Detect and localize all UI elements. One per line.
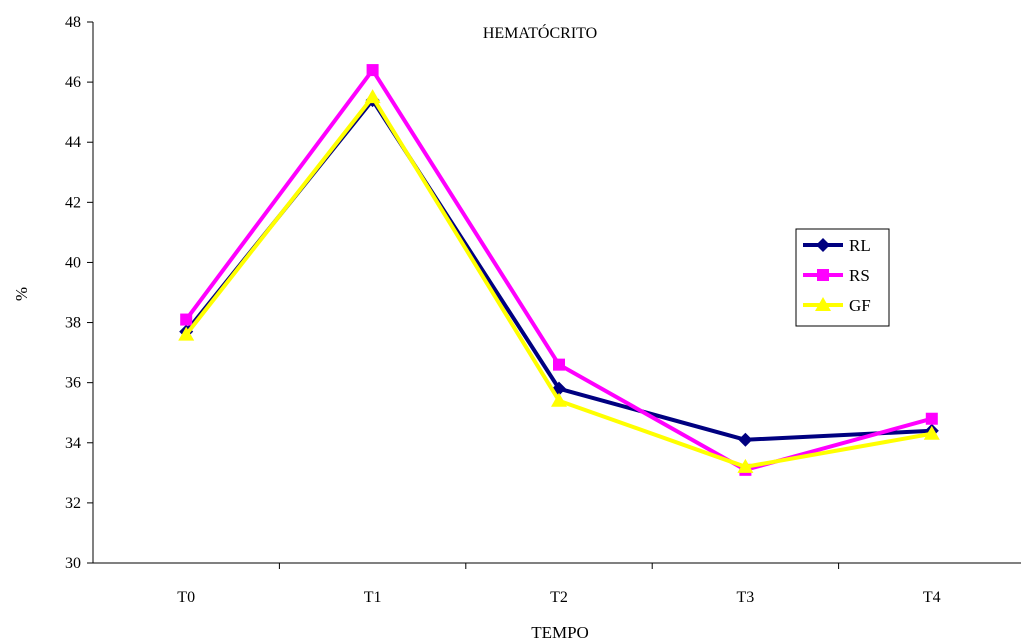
x-tick-label: T2 bbox=[550, 589, 568, 606]
legend-item-rl: RL bbox=[803, 236, 871, 255]
chart-legend: RL RS GF bbox=[795, 228, 890, 327]
series-rs bbox=[180, 64, 938, 476]
data-point-rs bbox=[180, 313, 193, 326]
legend-label-rs: RS bbox=[849, 266, 870, 285]
data-point-rl bbox=[738, 432, 753, 447]
y-tick-label: 48 bbox=[65, 14, 81, 31]
data-point-rs bbox=[366, 64, 379, 77]
y-tick-label: 34 bbox=[65, 435, 81, 452]
legend-label-gf: GF bbox=[849, 296, 871, 315]
legend-item-rs: RS bbox=[803, 266, 870, 285]
x-axis-ticks: T0 T1 T2 T3 T4 bbox=[177, 563, 941, 606]
y-axis-ticks: 30 32 34 36 38 40 42 44 46 48 bbox=[65, 14, 93, 572]
y-axis-title: % bbox=[12, 287, 31, 301]
x-tick-label: T4 bbox=[923, 589, 941, 606]
legend-label-rl: RL bbox=[849, 236, 871, 255]
y-tick-label: 38 bbox=[65, 315, 81, 332]
y-tick-label: 46 bbox=[65, 74, 81, 91]
y-tick-label: 32 bbox=[65, 495, 81, 512]
data-point-gf bbox=[737, 458, 754, 473]
x-tick-label: T1 bbox=[364, 589, 382, 606]
data-point-rs bbox=[925, 412, 938, 425]
data-point-rs bbox=[553, 358, 565, 371]
legend-item-gf: GF bbox=[803, 296, 871, 315]
y-tick-label: 42 bbox=[65, 194, 81, 211]
legend-marker-rl bbox=[816, 238, 830, 252]
x-axis-title: TEMPO bbox=[531, 623, 589, 642]
data-point-gf bbox=[551, 392, 567, 407]
data-point-gf bbox=[178, 326, 195, 341]
y-tick-label: 30 bbox=[65, 555, 81, 572]
legend-marker-rs bbox=[817, 269, 829, 281]
legend-marker-gf bbox=[815, 297, 831, 311]
y-tick-label: 36 bbox=[65, 375, 81, 392]
x-tick-label: T3 bbox=[737, 589, 755, 606]
series-layer bbox=[178, 64, 940, 476]
data-point-gf bbox=[364, 89, 381, 104]
series-gf bbox=[178, 89, 940, 473]
x-tick-label: T0 bbox=[177, 589, 195, 606]
data-point-gf bbox=[923, 425, 940, 440]
y-tick-label: 40 bbox=[65, 254, 81, 271]
y-tick-label: 44 bbox=[65, 134, 81, 151]
chart-axes bbox=[92, 22, 1021, 564]
chart-title: HEMATÓCRITO bbox=[483, 23, 597, 42]
